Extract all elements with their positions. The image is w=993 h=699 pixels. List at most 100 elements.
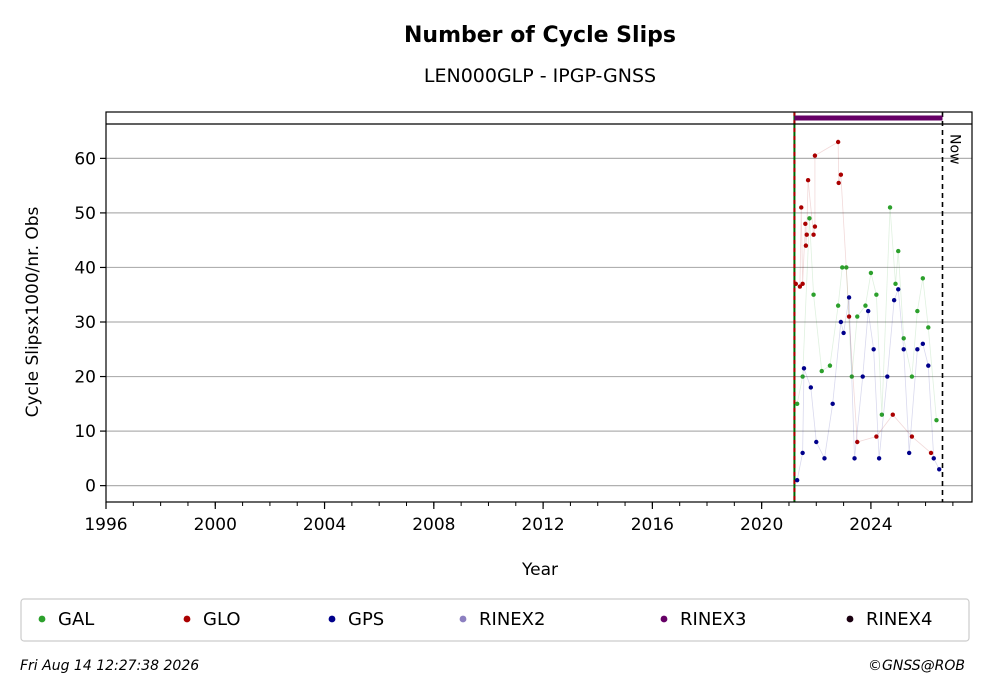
data-point-gps [931, 456, 936, 461]
chart-subtitle: LEN000GLP - IPGP-GNSS [424, 65, 656, 87]
data-point-glo [874, 434, 879, 439]
x-tick-label: 2000 [194, 515, 237, 535]
data-point-gal [893, 281, 898, 287]
legend-label-glo: GLO [203, 609, 241, 630]
x-axis-label: Year [521, 560, 558, 580]
data-point-glo [803, 243, 809, 248]
axes-frame [105, 111, 973, 503]
data-point-glo [836, 180, 841, 186]
y-tick-label: 60 [74, 149, 96, 169]
data-point-glo [928, 450, 934, 456]
footer-credit: ©GNSS@ROB [868, 658, 965, 674]
now-label: Now [946, 134, 962, 165]
data-point-gps [926, 363, 931, 368]
footer-timestamp: Fri Aug 14 12:27:38 2026 [20, 658, 200, 674]
data-point-gal [840, 265, 845, 270]
data-point-gps [906, 450, 912, 456]
data-point-glo [835, 139, 841, 145]
data-point-glo [804, 232, 809, 237]
data-point-gal [896, 248, 901, 254]
data-point-gps [896, 287, 901, 292]
legend-marker-rinex4 [846, 615, 854, 623]
legend-label-gal: GAL [58, 609, 94, 630]
data-point-gps [800, 450, 805, 456]
data-point-gps [885, 374, 890, 379]
y-tick-label: 10 [74, 422, 96, 442]
data-point-glo [909, 434, 915, 439]
data-point-gps [937, 467, 942, 472]
data-point-gps [852, 456, 857, 461]
data-point-gps [860, 374, 865, 379]
data-point-gal [819, 368, 824, 374]
data-point-gal [874, 292, 879, 297]
chart-title: Number of Cycle Slips [404, 23, 676, 48]
x-tick-label: 2024 [849, 515, 892, 535]
data-point-gps [814, 439, 819, 445]
data-point-glo [846, 314, 852, 319]
y-tick-label: 50 [74, 204, 96, 224]
data-point-gps [822, 456, 827, 461]
data-point-gal [920, 276, 926, 281]
x-tick-label: 2016 [631, 515, 674, 535]
data-point-gal [879, 412, 885, 417]
data-point-gps [876, 456, 882, 461]
data-point-glo [812, 224, 818, 229]
data-point-gps [808, 385, 814, 390]
legend: GAL GLO GPS RINEX2 RINEX3 RINEX4 [20, 598, 970, 642]
y-tick-label: 20 [74, 368, 96, 388]
data-point-gps [838, 319, 844, 325]
data-point-glo [811, 232, 816, 237]
legend-marker-gps [328, 615, 336, 623]
legend-label-rinex4: RINEX4 [866, 609, 932, 630]
x-tick-label: 1996 [84, 515, 127, 535]
data-point-gal [909, 374, 915, 379]
data-point-glo [803, 221, 808, 227]
data-point-gal [901, 336, 906, 341]
data-point-gal [844, 265, 849, 270]
legend-marker-rinex2 [459, 615, 467, 623]
data-point-gps [871, 347, 876, 352]
data-point-gal [794, 401, 800, 407]
data-point-gps [794, 477, 800, 483]
data-point-glo [812, 153, 818, 158]
legend-marker-glo [183, 615, 191, 623]
data-point-gal [887, 205, 893, 210]
data-point-glo [797, 284, 803, 289]
x-tick-label: 2008 [412, 515, 455, 535]
data-point-gal [827, 363, 833, 368]
data-point-gal [863, 303, 868, 308]
data-point-gal [811, 292, 816, 297]
y-axis-label: Cycle Slipsx1000/nr. Obs [23, 206, 43, 417]
data-point-glo [793, 281, 798, 287]
data-point-gal [926, 325, 931, 330]
x-tick-label: 2020 [740, 515, 783, 535]
y-tick-label: 0 [85, 477, 96, 497]
data-point-gps [801, 366, 807, 371]
data-point-gal [849, 374, 854, 379]
data-point-glo [800, 281, 805, 287]
data-point-glo [805, 177, 811, 183]
data-point-gal [934, 417, 939, 423]
y-tick-label: 40 [74, 258, 96, 278]
data-point-gps [891, 297, 897, 303]
data-point-gal [800, 374, 805, 379]
data-point-gps [901, 347, 906, 352]
data-point-gps [841, 330, 846, 336]
series-line-gal [796, 207, 937, 421]
data-point-gal [855, 314, 860, 319]
data-point-gps [865, 308, 871, 314]
data-point-glo [799, 205, 804, 210]
data-point-gps [830, 401, 835, 407]
data-point-gal [835, 303, 841, 308]
series-line-gps [796, 289, 940, 481]
legend-marker-rinex3 [660, 615, 668, 623]
series-line-glo [795, 141, 932, 454]
x-tick-label: 2012 [521, 515, 564, 535]
data-point-gal [807, 216, 812, 221]
legend-label-gps: GPS [348, 609, 384, 630]
plot-area: Now 0 10 20 30 40 50 60 1996 2000 2004 2008 2012 2016… [74, 111, 973, 535]
legend-label-rinex2: RINEX2 [479, 609, 545, 630]
data-point-gal [868, 270, 874, 276]
legend-marker-gal [38, 615, 46, 623]
